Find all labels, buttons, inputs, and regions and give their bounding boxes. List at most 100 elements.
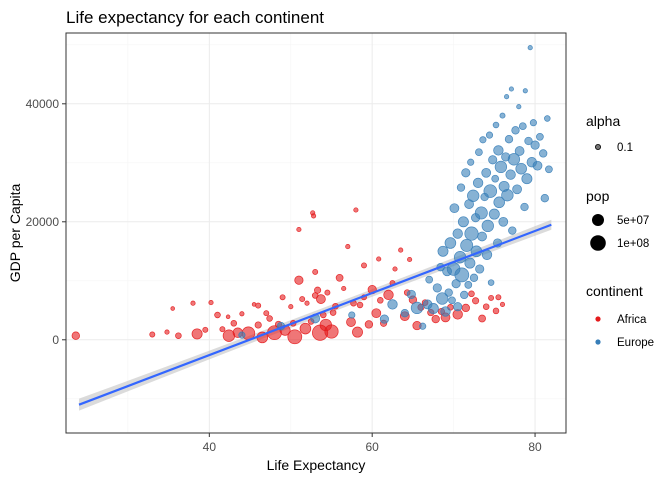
point-africa bbox=[230, 320, 238, 327]
point-europe bbox=[536, 132, 544, 141]
point-europe bbox=[348, 311, 356, 319]
point-africa bbox=[294, 275, 304, 285]
point-europe bbox=[521, 173, 533, 185]
point-europe bbox=[467, 158, 475, 166]
point-europe bbox=[449, 203, 460, 214]
legend-continent-key-europe bbox=[595, 339, 601, 345]
point-europe bbox=[427, 303, 439, 314]
point-europe bbox=[522, 88, 528, 94]
point-europe bbox=[453, 302, 463, 312]
point-africa bbox=[324, 324, 339, 339]
point-europe bbox=[454, 267, 470, 283]
point-europe bbox=[508, 86, 514, 92]
point-africa bbox=[208, 300, 214, 306]
point-africa bbox=[478, 314, 486, 323]
point-africa bbox=[407, 256, 413, 263]
panel-background bbox=[66, 33, 566, 433]
point-europe bbox=[464, 226, 479, 241]
point-africa bbox=[71, 331, 80, 340]
point-europe bbox=[464, 281, 473, 289]
point-europe bbox=[493, 145, 504, 156]
point-europe bbox=[483, 184, 498, 198]
point-europe bbox=[488, 155, 498, 165]
point-africa bbox=[288, 304, 294, 310]
point-europe bbox=[425, 275, 434, 284]
point-europe bbox=[460, 238, 474, 252]
legend-continent-label-africa: Africa bbox=[617, 314, 647, 326]
x-axis-title: Life Expectancy bbox=[267, 457, 366, 473]
point-europe bbox=[501, 189, 514, 202]
legend-pop-label-large: 1e+08 bbox=[617, 238, 649, 250]
point-africa bbox=[482, 303, 490, 310]
point-europe bbox=[504, 135, 514, 144]
point-europe bbox=[477, 231, 487, 242]
point-europe bbox=[498, 216, 509, 227]
point-africa bbox=[149, 331, 156, 338]
point-africa bbox=[191, 328, 203, 340]
point-africa bbox=[346, 317, 356, 327]
point-europe bbox=[444, 288, 453, 297]
legend-pop-title: pop bbox=[586, 188, 610, 204]
point-africa bbox=[299, 296, 306, 303]
point-africa bbox=[316, 294, 326, 304]
point-africa bbox=[239, 311, 245, 317]
point-europe bbox=[461, 168, 471, 178]
point-europe bbox=[527, 45, 533, 51]
point-europe bbox=[516, 104, 522, 110]
point-africa bbox=[311, 213, 317, 219]
point-africa bbox=[255, 302, 262, 309]
point-europe bbox=[507, 153, 521, 166]
point-africa bbox=[214, 311, 221, 319]
point-europe bbox=[474, 206, 488, 220]
scatter-points bbox=[71, 45, 553, 345]
point-africa bbox=[329, 309, 337, 316]
point-europe bbox=[481, 167, 492, 178]
point-europe bbox=[493, 196, 505, 209]
point-europe bbox=[515, 162, 527, 175]
point-europe bbox=[532, 160, 543, 171]
point-europe bbox=[400, 309, 409, 318]
y-tick-label: 20000 bbox=[26, 215, 60, 229]
point-europe bbox=[457, 216, 469, 228]
x-tick-label: 40 bbox=[203, 440, 217, 454]
point-europe bbox=[456, 183, 466, 192]
point-europe bbox=[508, 226, 517, 235]
point-africa bbox=[364, 320, 374, 329]
point-europe bbox=[475, 148, 483, 157]
point-europe bbox=[529, 119, 537, 127]
point-europe bbox=[511, 126, 520, 135]
point-europe bbox=[524, 136, 533, 146]
point-europe bbox=[379, 314, 389, 324]
point-europe bbox=[410, 301, 424, 315]
legend-pop-key-small bbox=[592, 214, 604, 226]
trend-line bbox=[78, 223, 552, 406]
point-africa bbox=[361, 262, 367, 269]
legend-pop-label-small: 5e+07 bbox=[617, 215, 649, 227]
point-africa bbox=[468, 290, 475, 298]
point-africa bbox=[266, 315, 273, 322]
y-axis-title: GDP per Capita bbox=[7, 184, 23, 283]
point-africa bbox=[296, 226, 302, 233]
point-africa bbox=[383, 289, 394, 301]
legend-alpha-label: 0.1 bbox=[617, 142, 633, 154]
point-africa bbox=[353, 207, 359, 213]
point-africa bbox=[324, 289, 331, 296]
point-europe bbox=[499, 112, 506, 119]
point-europe bbox=[436, 292, 449, 305]
legend-alpha-key bbox=[595, 143, 602, 150]
point-africa bbox=[398, 247, 404, 253]
point-europe bbox=[469, 273, 479, 282]
point-europe bbox=[460, 290, 469, 300]
point-europe bbox=[238, 331, 246, 339]
axes: 40 60 80 0 20000 40000 bbox=[26, 97, 542, 454]
point-africa bbox=[377, 297, 384, 304]
point-africa bbox=[225, 314, 231, 320]
point-europe bbox=[540, 194, 549, 203]
x-tick-label: 60 bbox=[366, 440, 380, 454]
point-africa bbox=[431, 314, 440, 324]
point-europe bbox=[544, 115, 551, 122]
point-africa bbox=[190, 300, 196, 306]
point-europe bbox=[419, 322, 427, 330]
point-europe bbox=[437, 245, 449, 257]
point-europe bbox=[518, 122, 527, 131]
